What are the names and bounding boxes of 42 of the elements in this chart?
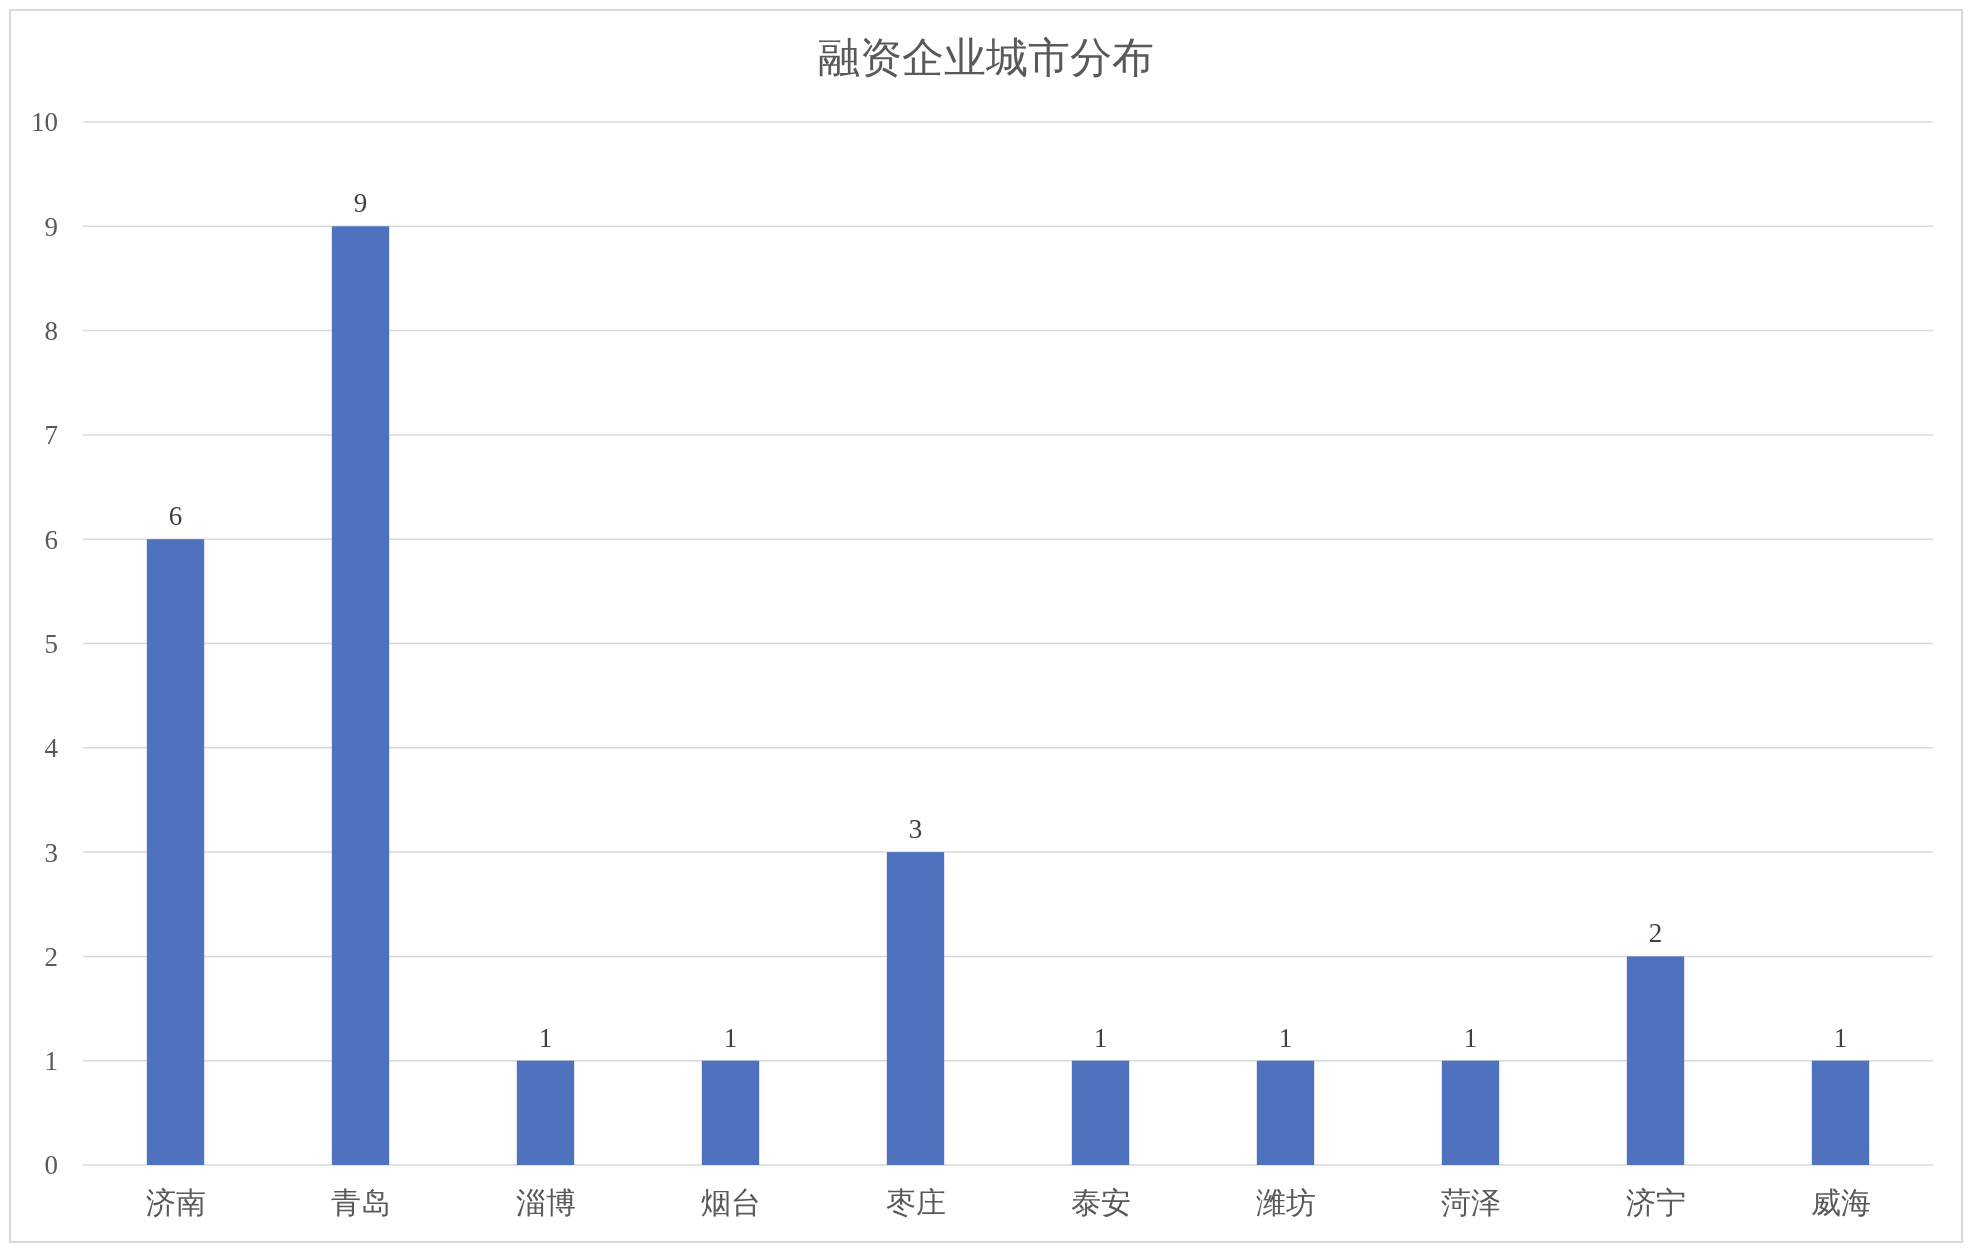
x-tick-label: 淄博	[515, 1186, 576, 1219]
bar	[1441, 1060, 1500, 1165]
data-label: 3	[908, 814, 923, 845]
y-tick-label: 2	[44, 941, 58, 972]
data-label: 1	[1463, 1022, 1478, 1053]
x-tick-label: 烟台	[700, 1186, 761, 1219]
y-tick-label: 6	[44, 524, 58, 555]
bar	[1256, 1060, 1315, 1165]
y-tick-label: 9	[44, 211, 58, 242]
data-label: 1	[538, 1022, 553, 1053]
bar	[886, 852, 945, 1165]
y-tick-label: 10	[31, 107, 58, 138]
y-tick-label: 8	[44, 316, 58, 347]
bar	[701, 1060, 760, 1165]
x-tick-label: 枣庄	[885, 1186, 946, 1219]
y-tick-label: 0	[44, 1150, 58, 1181]
y-tick-label: 4	[44, 733, 59, 764]
data-label: 1	[1833, 1022, 1848, 1053]
data-label: 6	[168, 501, 183, 532]
x-tick-label: 济南	[145, 1186, 206, 1219]
data-label: 1	[723, 1022, 738, 1053]
y-tick-label: 5	[44, 628, 58, 659]
bar	[1071, 1060, 1130, 1165]
x-tick-label: 威海	[1810, 1186, 1871, 1219]
data-label: 9	[353, 188, 368, 219]
bar	[516, 1060, 575, 1165]
data-label: 2	[1648, 918, 1663, 949]
bar	[1626, 956, 1685, 1165]
y-tick-label: 7	[44, 420, 58, 451]
x-tick-label: 泰安	[1070, 1186, 1131, 1219]
x-tick-label: 菏泽	[1440, 1186, 1501, 1219]
bar	[331, 226, 390, 1165]
x-tick-label: 潍坊	[1255, 1186, 1316, 1219]
bar	[1811, 1060, 1870, 1165]
data-label: 1	[1278, 1022, 1293, 1053]
y-tick-label: 1	[44, 1046, 58, 1077]
data-label: 1	[1093, 1022, 1108, 1053]
bar	[146, 539, 205, 1165]
y-tick-label: 3	[44, 837, 58, 868]
x-tick-label: 济宁	[1625, 1186, 1686, 1219]
chart-title: 融资企业城市分布	[818, 35, 1154, 81]
x-tick-label: 青岛	[330, 1186, 391, 1219]
